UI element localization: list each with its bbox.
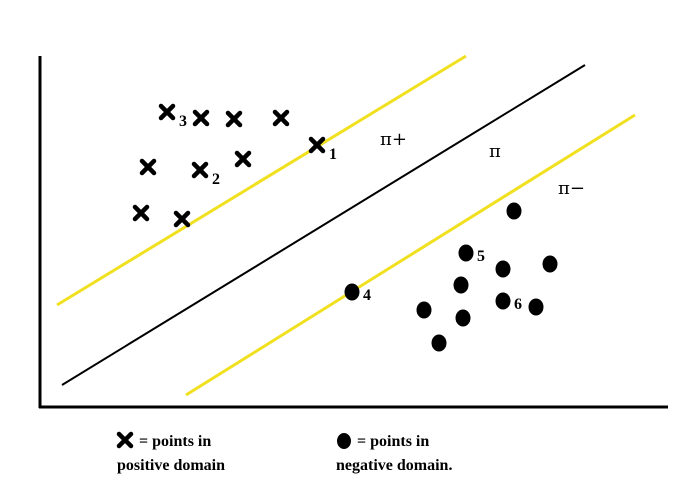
- legend-cross-icon: [116, 431, 134, 449]
- negative-point-dot: [506, 202, 522, 220]
- label-pi-plus: π+: [380, 129, 407, 150]
- decision-boundary-line: [61, 64, 586, 386]
- negative-points: 5 4 6: [344, 202, 558, 352]
- positive-point-label: 1: [329, 146, 337, 163]
- positive-points: 3 1 2: [132, 103, 337, 228]
- legend-positive-line1: = points in: [139, 433, 211, 450]
- positive-point-cross: [234, 150, 252, 168]
- margin-line-positive: [56, 54, 467, 307]
- negative-point-label: 4: [363, 287, 371, 304]
- negative-point-dot: [431, 334, 447, 352]
- legend-positive-line2: positive domain: [117, 457, 225, 474]
- negative-point-dot: [542, 255, 558, 273]
- legend: = points in positive domain = points in …: [116, 431, 452, 474]
- positive-point-cross: [139, 158, 157, 176]
- negative-point-label: 5: [477, 248, 485, 265]
- negative-point-dot: [495, 260, 511, 278]
- negative-point-dot: [344, 283, 360, 301]
- negative-point-dot: [528, 298, 544, 316]
- positive-point-cross: [191, 161, 209, 179]
- positive-point-cross: [225, 110, 243, 128]
- legend-dot-icon: [337, 433, 351, 449]
- positive-point-cross: [308, 136, 326, 154]
- positive-point-cross: [272, 109, 290, 127]
- positive-point-cross: [173, 210, 191, 228]
- label-pi: π: [489, 141, 501, 162]
- legend-negative-line1: = points in: [357, 433, 429, 450]
- negative-point-label: 6: [514, 296, 522, 313]
- positive-point-cross: [132, 204, 150, 222]
- negative-point-dot: [495, 292, 511, 310]
- positive-point-cross: [158, 103, 176, 121]
- positive-point-cross: [192, 109, 210, 127]
- negative-point-dot: [458, 244, 474, 262]
- positive-point-label: 3: [179, 113, 187, 130]
- positive-point-label: 2: [212, 171, 220, 188]
- label-pi-minus: π−: [558, 178, 585, 199]
- legend-negative-line2: negative domain.: [336, 457, 452, 474]
- negative-point-dot: [455, 309, 471, 327]
- negative-point-dot: [453, 276, 469, 294]
- negative-point-dot: [416, 301, 432, 319]
- margin-line-negative: [185, 113, 636, 397]
